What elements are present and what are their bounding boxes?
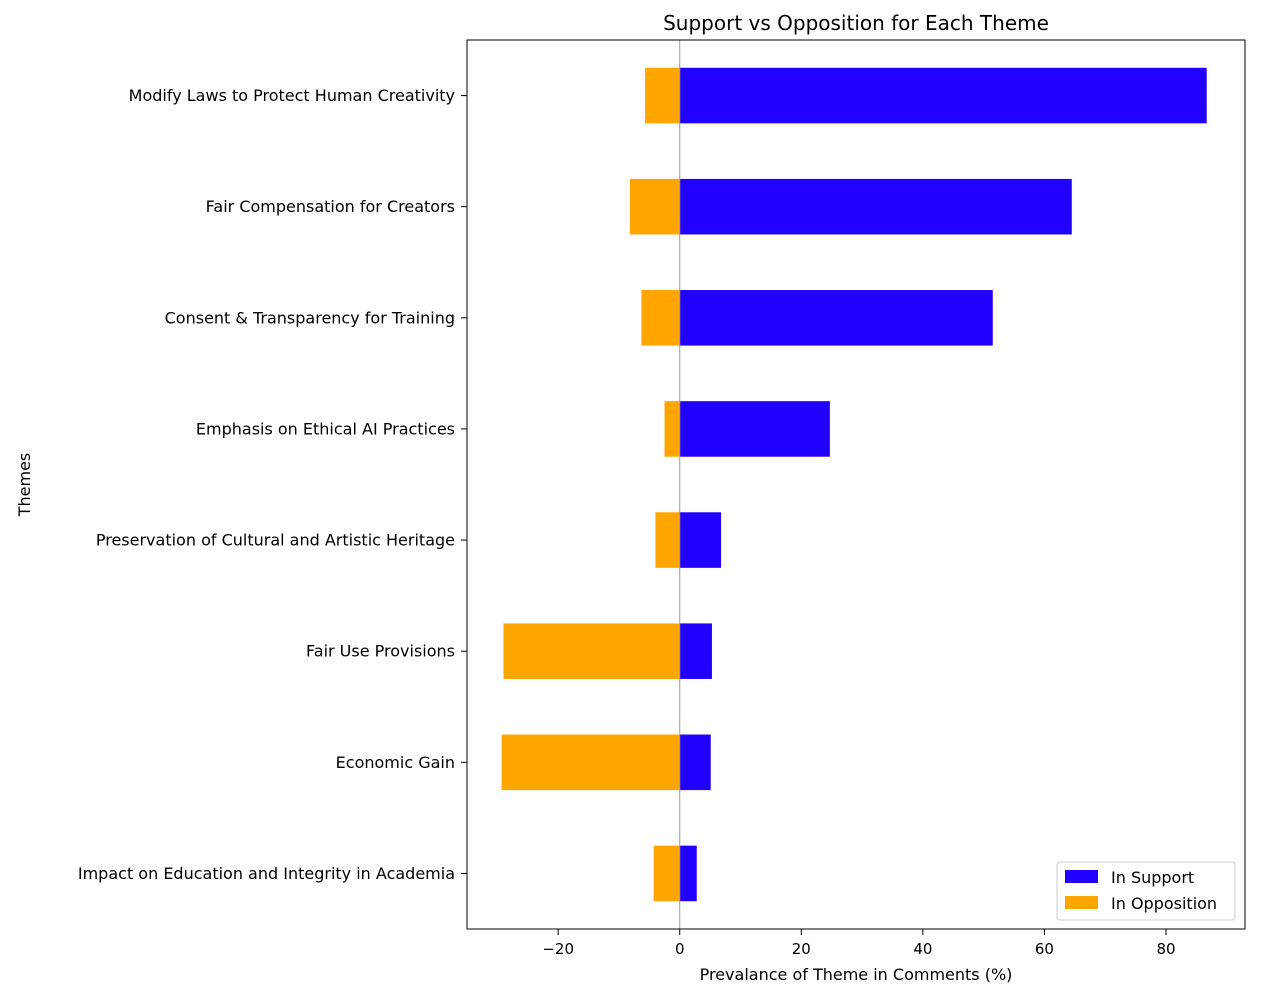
support-bar (679, 401, 830, 457)
y-axis-label: Themes (15, 453, 34, 518)
opposition-bar (641, 290, 680, 346)
support-bar (679, 512, 722, 568)
x-tick-label: 40 (913, 940, 932, 958)
legend-frame (1056, 861, 1236, 921)
x-axis-label: Prevalance of Theme in Comments (%) (700, 965, 1013, 984)
opposition-bar (501, 734, 680, 791)
category-label: Economic Gain (336, 753, 455, 772)
category-label: Impact on Education and Integrity in Aca… (78, 864, 455, 883)
legend-swatch (1065, 896, 1098, 909)
x-tick-label: 20 (792, 940, 811, 958)
plot-frame (466, 39, 1246, 930)
support-bar (679, 290, 993, 346)
category-label: Fair Use Provisions (306, 642, 455, 661)
category-label: Modify Laws to Protect Human Creativity (129, 86, 455, 105)
x-tick-label: −20 (542, 940, 574, 958)
support-bar (679, 67, 1207, 124)
opposition-bar (655, 512, 680, 568)
opposition-bar (503, 623, 680, 679)
opposition-bar (629, 178, 680, 235)
category-label: Preservation of Cultural and Artistic He… (96, 531, 455, 550)
support-bar (679, 623, 712, 679)
x-tick-label: 60 (1035, 940, 1054, 958)
support-bar (679, 845, 697, 902)
y-axis-ticks: Modify Laws to Protect Human Creativity F… (78, 86, 467, 883)
legend: In Support In Opposition (1056, 861, 1236, 921)
opposition-bar (645, 67, 680, 124)
opposition-bar (664, 401, 680, 457)
bars-layer (501, 67, 1207, 902)
x-tick-label: 80 (1156, 940, 1175, 958)
x-tick-label: 0 (675, 940, 685, 958)
category-label: Emphasis on Ethical AI Practices (196, 419, 455, 438)
x-axis-ticks: −20 0 20 40 60 80 (542, 929, 1176, 958)
support-bar (679, 178, 1072, 235)
chart-title: Support vs Opposition for Each Theme (663, 11, 1049, 35)
category-label: Consent & Transparency for Training (165, 308, 455, 327)
category-label: Fair Compensation for Creators (206, 197, 455, 216)
legend-swatch (1065, 870, 1098, 883)
legend-label: In Support (1111, 868, 1194, 887)
legend-label: In Opposition (1111, 894, 1217, 913)
opposition-bar (653, 845, 680, 902)
support-bar (679, 734, 711, 791)
